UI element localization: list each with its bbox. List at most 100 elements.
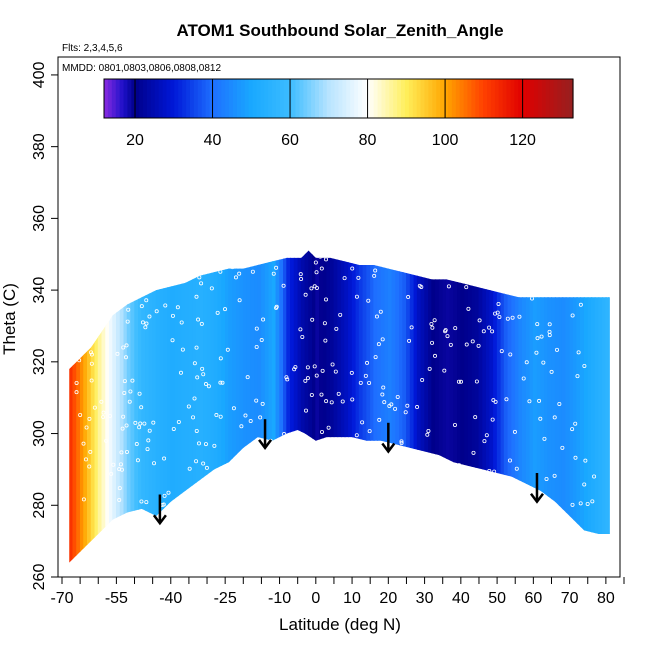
- measurement-point: [218, 380, 223, 385]
- measurement-point: [487, 497, 492, 502]
- measurement-point: [542, 436, 547, 441]
- measurement-point: [218, 356, 223, 361]
- heatmap-cell: [486, 250, 491, 563]
- measurement-point: [552, 415, 557, 420]
- measurement-point: [314, 373, 319, 378]
- measurement-point: [144, 500, 149, 505]
- heatmap-cell: [424, 250, 430, 563]
- measurement-point: [378, 309, 383, 314]
- heatmap-cell: [420, 250, 426, 563]
- y-tick-label: 380: [31, 133, 48, 160]
- heatmap-cell: [145, 250, 150, 563]
- y-tick-label: 320: [31, 348, 48, 375]
- colorbar-swatch: [557, 79, 562, 118]
- measurement-point: [387, 404, 392, 409]
- measurement-point: [209, 286, 214, 291]
- measurement-point: [284, 375, 289, 380]
- measurement-point: [430, 325, 435, 330]
- measurement-point: [170, 338, 175, 343]
- heatmap-cell: [605, 250, 609, 563]
- heatmap-cell: [210, 250, 216, 563]
- measurement-point: [306, 460, 311, 465]
- heatmap-cell: [170, 250, 176, 563]
- y-tick-label: 260: [31, 564, 48, 591]
- heatmap-cell: [264, 250, 270, 563]
- colorbar-swatch: [322, 79, 328, 118]
- heatmap-cell: [322, 250, 328, 563]
- heatmap-cell: [261, 250, 266, 563]
- measurement-point: [377, 417, 382, 422]
- heatmap-cell: [565, 250, 571, 563]
- measurement-point: [239, 424, 244, 429]
- measurement-point: [504, 397, 509, 402]
- heatmap-cell: [467, 250, 473, 563]
- measurement-point: [216, 262, 221, 267]
- heatmap-cell: [167, 250, 172, 563]
- measurement-point: [382, 400, 387, 405]
- colorbar-swatch: [119, 79, 125, 118]
- measurement-point: [320, 368, 325, 373]
- measurement-point: [192, 361, 197, 366]
- heatmap-cell: [529, 250, 535, 563]
- colorbar-swatch: [260, 79, 265, 118]
- measurement-point: [482, 439, 487, 444]
- colorbar-swatch: [150, 79, 156, 118]
- measurement-point: [417, 484, 422, 489]
- measurement-point: [228, 252, 233, 257]
- measurement-point: [535, 336, 540, 341]
- heatmap-cell: [569, 250, 575, 563]
- heatmap-cell: [395, 250, 401, 563]
- measurement-point: [400, 481, 405, 486]
- colorbar-swatch: [416, 79, 422, 118]
- measurement-point: [272, 480, 277, 485]
- y-tick-label: 400: [31, 61, 48, 88]
- heatmap-cell: [217, 250, 223, 563]
- measurement-point: [448, 342, 453, 347]
- heatmap-cell: [587, 250, 593, 563]
- measurement-point: [405, 403, 410, 408]
- measurement-point: [176, 420, 181, 425]
- heatmap-cell: [445, 250, 451, 563]
- colorbar-swatch: [205, 79, 211, 118]
- measurement-point: [92, 294, 97, 299]
- measurement-point: [534, 350, 539, 355]
- measurement-point: [370, 457, 375, 462]
- heatmap-cell: [482, 250, 488, 563]
- measurement-point: [397, 467, 402, 472]
- measurement-point: [137, 425, 142, 430]
- heatmap-cell: [177, 250, 183, 563]
- measurement-point: [303, 378, 308, 383]
- heatmap-cell: [152, 250, 158, 563]
- colorbar-swatch: [463, 79, 469, 118]
- colorbar-swatch: [162, 79, 168, 118]
- measurement-point: [505, 486, 510, 491]
- measurement-point: [194, 459, 199, 464]
- heatmap-cell: [319, 250, 324, 563]
- measurement-point: [186, 404, 191, 409]
- heatmap-cell: [598, 250, 604, 563]
- measurement-point: [430, 340, 435, 345]
- x-tick-label: 10: [343, 590, 361, 607]
- heatmap-cell: [271, 250, 277, 563]
- x-axis-label: Latitude (deg N): [279, 615, 401, 634]
- colorbar-tick-label: 40: [204, 132, 222, 149]
- colorbar-tick-label: 100: [432, 132, 459, 149]
- arrow-marker: [529, 473, 544, 504]
- measurement-point: [214, 413, 219, 418]
- measurement-point: [139, 405, 144, 410]
- heatmap-cell: [594, 250, 600, 563]
- measurement-point: [517, 314, 522, 319]
- heatmap-cell: [94, 250, 100, 563]
- measurement-point: [497, 314, 502, 319]
- heatmap-cell: [453, 250, 459, 563]
- measurement-point: [418, 464, 423, 469]
- colorbar-swatch: [428, 79, 433, 118]
- measurement-point: [327, 440, 332, 445]
- heatmap-cell: [515, 250, 520, 563]
- colorbar-swatch: [143, 79, 148, 118]
- heatmap-cell: [402, 250, 408, 563]
- measurement-point: [334, 326, 339, 331]
- measurement-point: [330, 362, 335, 367]
- measurement-point: [322, 321, 327, 326]
- heatmap-cell: [116, 250, 121, 563]
